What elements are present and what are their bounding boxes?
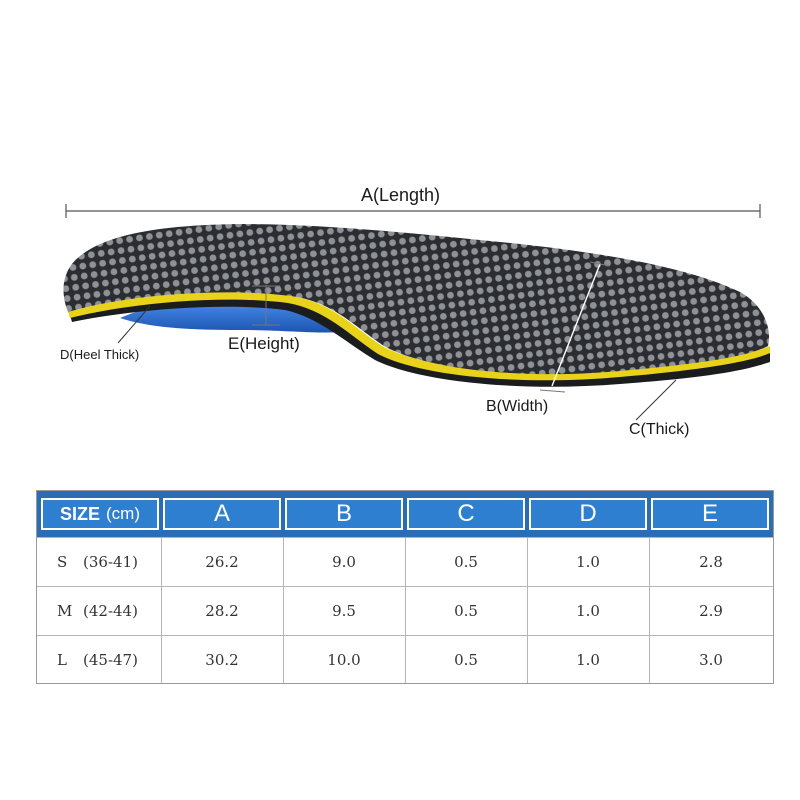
table-row: S (36-41) 26.2 9.0 0.5 1.0 2.8	[37, 537, 773, 586]
insole-illustration	[63, 204, 770, 421]
size-code: S	[57, 553, 68, 571]
height-dimension-line	[252, 285, 280, 326]
column-divider	[161, 537, 162, 683]
value-e: 2.8	[699, 553, 723, 571]
value-d: 1.0	[576, 553, 600, 571]
column-header-e: E	[651, 498, 769, 530]
value-d: 1.0	[576, 602, 600, 620]
size-table: SIZE (cm) A B C D E S (36-41) 26.2 9.0 0…	[36, 490, 774, 684]
column-divider	[649, 537, 650, 683]
value-b: 10.0	[327, 651, 361, 669]
value-c: 0.5	[454, 602, 478, 620]
thick-leader	[635, 379, 677, 421]
table-row: M (42-44) 28.2 9.5 0.5 1.0 2.9	[37, 586, 773, 635]
size-cell: M (42-44)	[37, 587, 161, 635]
value-a: 28.2	[205, 602, 239, 620]
size-table-header: SIZE (cm) A B C D E	[37, 491, 773, 537]
thick-label: C(Thick)	[629, 421, 690, 438]
column-header-b: B	[285, 498, 403, 530]
value-c: 0.5	[454, 651, 478, 669]
column-divider	[405, 537, 406, 683]
size-cell: L (45-47)	[37, 636, 161, 684]
size-code: L	[57, 651, 67, 669]
width-label: B(Width)	[486, 398, 549, 415]
column-divider	[527, 537, 528, 683]
heel-thick-label: D(Heel Thick)	[60, 347, 140, 362]
height-label: E(Height)	[228, 334, 300, 353]
value-b: 9.0	[332, 553, 356, 571]
value-a: 30.2	[205, 651, 239, 669]
size-cell: S (36-41)	[37, 538, 161, 586]
column-header-a: A	[163, 498, 281, 530]
value-e: 2.9	[699, 602, 723, 620]
length-label: A(Length)	[361, 185, 441, 205]
insole-yellow-edge	[68, 292, 770, 381]
size-code: M	[57, 602, 73, 620]
size-header-label: SIZE	[60, 503, 101, 524]
size-header-cell: SIZE (cm)	[41, 498, 159, 530]
value-c: 0.5	[454, 553, 478, 571]
value-b: 9.5	[332, 602, 356, 620]
size-range: (45-47)	[83, 651, 138, 669]
heel-thick-leader	[117, 305, 151, 344]
insole-top-surface	[63, 224, 770, 375]
size-range: (42-44)	[83, 602, 138, 620]
column-header-c: C	[407, 498, 525, 530]
width-dimension-line	[539, 261, 611, 393]
value-d: 1.0	[576, 651, 600, 669]
value-e: 3.0	[699, 651, 723, 669]
size-range: (36-41)	[83, 553, 138, 571]
table-row: L (45-47) 30.2 10.0 0.5 1.0 3.0	[37, 635, 773, 684]
size-header-unit: (cm)	[106, 504, 140, 523]
column-divider	[283, 537, 284, 683]
column-header-d: D	[529, 498, 647, 530]
value-a: 26.2	[205, 553, 239, 571]
length-dimension-line	[65, 204, 761, 218]
